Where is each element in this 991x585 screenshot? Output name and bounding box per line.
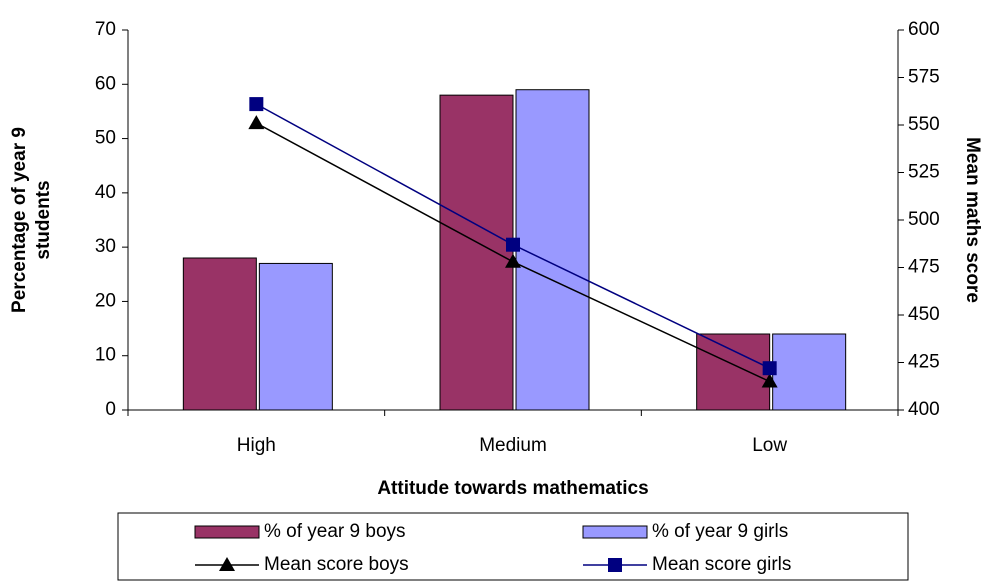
y2-tick-label: 600 xyxy=(908,19,940,40)
y2-tick-label: 550 xyxy=(908,114,940,135)
y-tick-label: 40 xyxy=(95,182,116,203)
bar xyxy=(772,333,847,411)
y2-tick-label: 575 xyxy=(908,67,940,88)
x-tick-label: High xyxy=(237,435,276,456)
bar xyxy=(515,89,590,411)
line-marker xyxy=(761,373,778,388)
line-marker xyxy=(762,361,777,376)
bar xyxy=(696,333,771,411)
x-tick-label: Medium xyxy=(479,435,547,456)
y-axis-title: students xyxy=(33,180,54,259)
bar xyxy=(439,94,514,411)
y-tick-label: 0 xyxy=(105,399,116,420)
bar xyxy=(182,257,257,411)
y2-tick-label: 425 xyxy=(908,352,940,373)
bar xyxy=(258,262,333,411)
y2-axis-title: Mean maths score xyxy=(962,137,983,303)
legend-swatch xyxy=(582,525,648,539)
y-tick-label: 30 xyxy=(95,236,116,257)
y-tick-label: 50 xyxy=(95,128,116,149)
y2-tick-label: 525 xyxy=(908,162,940,183)
y2-tick-label: 500 xyxy=(908,209,940,230)
y2-tick-label: 450 xyxy=(908,304,940,325)
y-tick-label: 10 xyxy=(95,345,116,366)
legend-swatch xyxy=(194,525,260,539)
legend-marker xyxy=(608,558,622,572)
x-axis-title: Attitude towards mathematics xyxy=(377,478,648,499)
y-tick-label: 60 xyxy=(95,73,116,94)
legend-label: Mean score girls xyxy=(652,554,791,575)
line-marker xyxy=(248,115,265,130)
y-tick-label: 20 xyxy=(95,290,116,311)
x-tick-label: Low xyxy=(752,435,787,456)
y-tick-label: 70 xyxy=(95,19,116,40)
line-marker xyxy=(249,97,264,112)
legend-box xyxy=(117,512,909,581)
y2-tick-label: 400 xyxy=(908,399,940,420)
legend-marker xyxy=(219,557,235,571)
legend-label: % of year 9 girls xyxy=(652,521,788,542)
legend-label: % of year 9 boys xyxy=(264,521,406,542)
line-marker xyxy=(505,253,521,268)
y-axis-title: Percentage of year 9 xyxy=(9,127,30,313)
y2-tick-label: 475 xyxy=(908,257,940,278)
line-marker xyxy=(506,237,520,252)
legend-label: Mean score boys xyxy=(264,554,409,575)
